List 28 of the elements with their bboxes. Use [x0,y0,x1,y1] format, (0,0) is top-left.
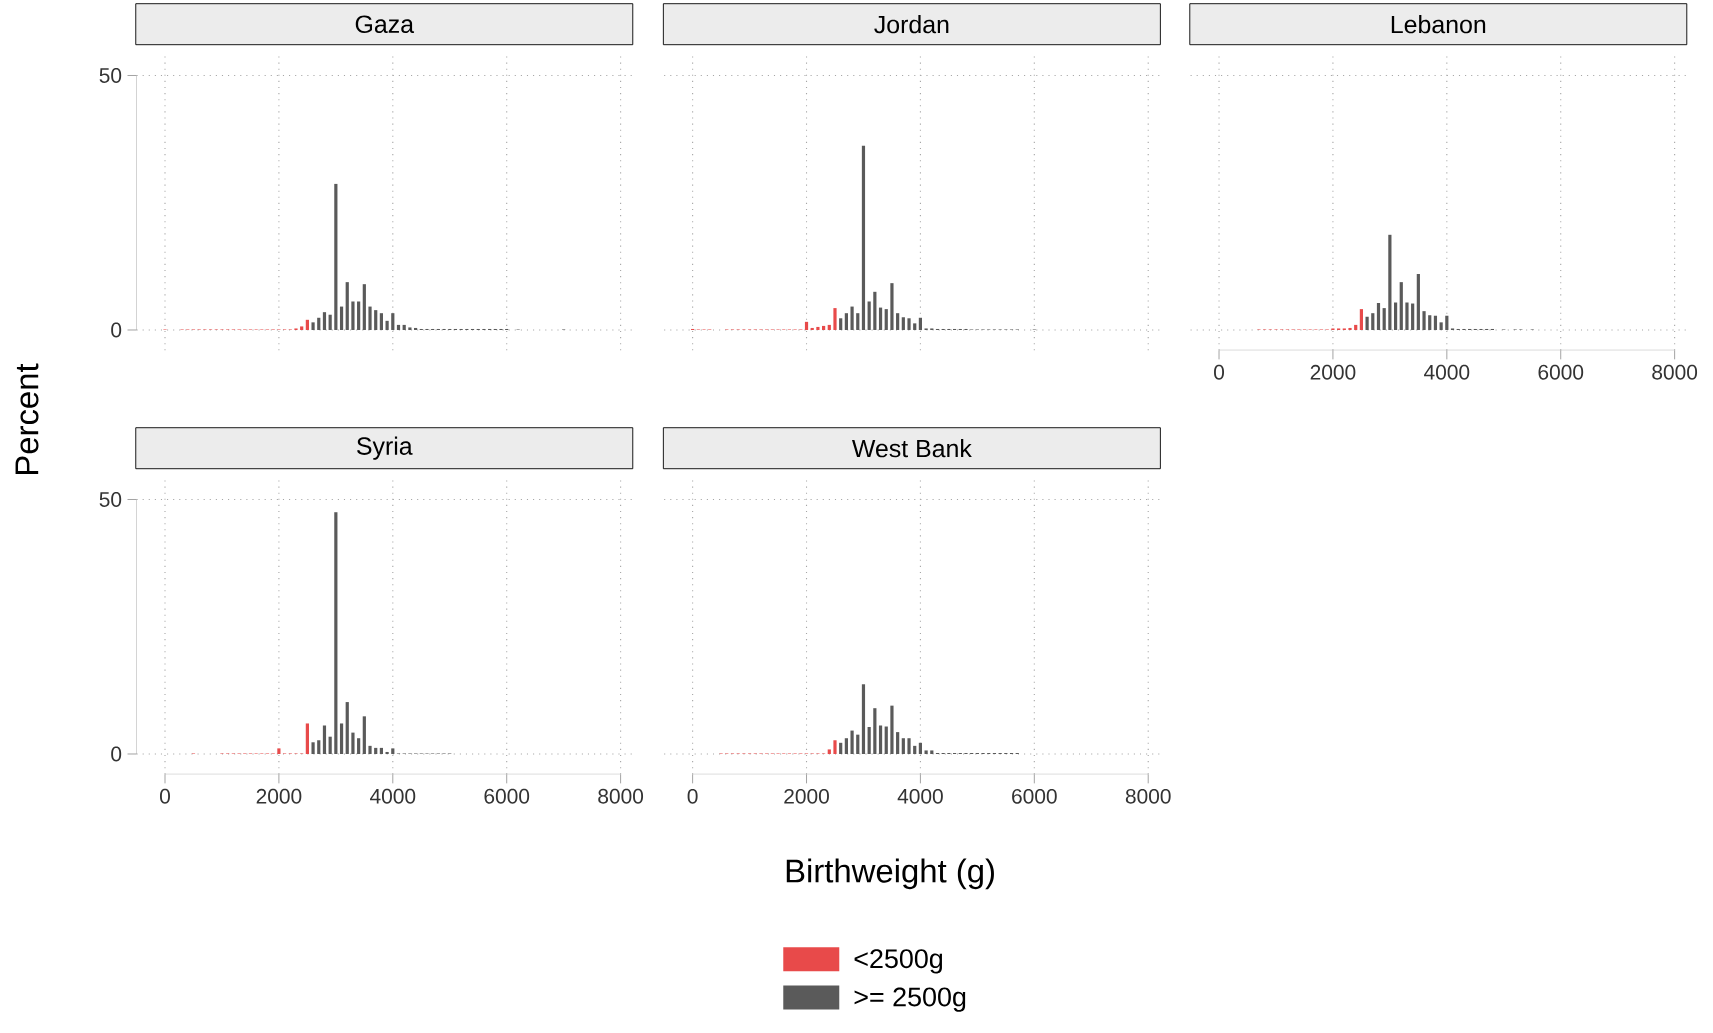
y-tick-label: 0 [111,322,122,338]
chart-title: Gaza [355,15,415,34]
chart-title: Jordan [874,15,949,34]
x-tick-label: 2000 [784,788,829,804]
x-tick-label: 0 [687,788,698,804]
x-tick-label: 8000 [1125,788,1171,804]
chart-title: West Bank [852,439,972,458]
chart-title: Lebanon [1391,15,1486,34]
x-tick-label: 0 [1214,364,1225,380]
x-tick-label: 4000 [1424,364,1470,380]
x-tick-label: 4000 [897,788,943,804]
chart-title: Syria [357,436,413,460]
x-tick-label: 2000 [256,788,302,804]
legend-label: <2500g [854,949,943,974]
x-axis-title: Birthweight (g) [786,858,994,890]
x-tick-label: 4000 [370,788,416,804]
y-tick-label: 0 [111,746,122,762]
y-axis-title: Percent [15,363,39,474]
x-tick-label: 0 [160,788,170,804]
y-tick-label: 50 [99,492,122,507]
x-tick-label: 6000 [1538,364,1584,380]
y-tick-label: 50 [99,68,122,83]
x-tick-label: 8000 [598,788,644,804]
x-tick-label: 6000 [1012,788,1057,804]
legend-label: >= 2500g [854,987,966,1012]
x-tick-label: 2000 [1310,364,1356,380]
x-tick-label: 6000 [484,788,530,804]
x-tick-label: 8000 [1652,364,1698,380]
